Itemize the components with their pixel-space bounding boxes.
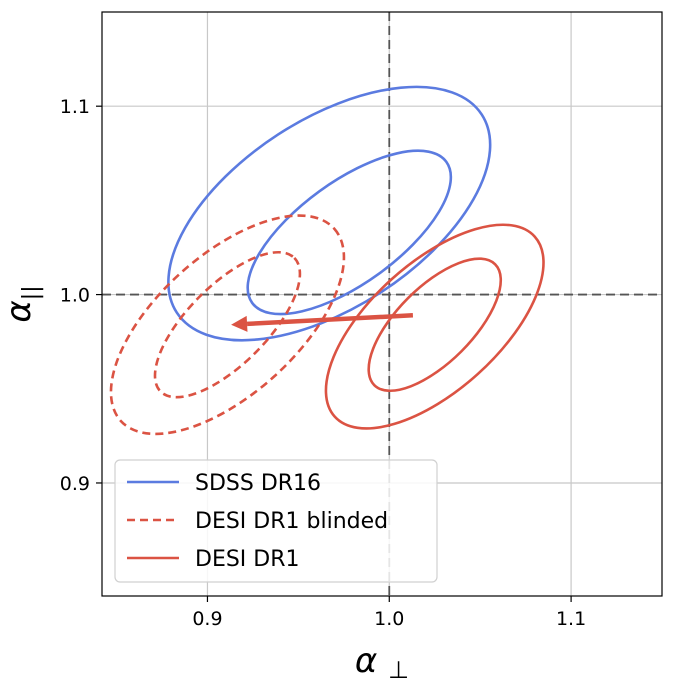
- contour-desi-dr1-inner: [367, 257, 503, 393]
- contour-desi-dr1-outer: [324, 223, 545, 430]
- y-tick-label: 1.1: [60, 96, 90, 118]
- reference-lines: [102, 12, 662, 596]
- shift-arrow-group: [231, 313, 414, 332]
- contour-sdss-dr16-inner: [246, 149, 453, 316]
- y-axis-label: α||: [0, 285, 44, 322]
- contour-desi-dr1-blinded-outer: [109, 214, 346, 436]
- legend-label-sdss-dr16: SDSS DR16: [195, 471, 321, 496]
- contour-desi-dr1-blinded-inner: [153, 250, 302, 399]
- legend: SDSS DR16 DESI DR1 blinded DESI DR1: [114, 459, 438, 583]
- y-axis-label-subscript: ||: [19, 285, 44, 300]
- shift-arrow-head: [231, 315, 248, 332]
- x-tick-label: 0.9: [192, 608, 222, 630]
- x-axis-label: α ⊥: [355, 641, 409, 684]
- y-axis-label-main: α: [0, 300, 39, 322]
- legend-label-desi-dr1-blinded: DESI DR1 blinded: [195, 509, 388, 534]
- shift-arrow-shaft: [246, 313, 414, 327]
- x-axis-label-subscript: ⊥: [388, 656, 409, 684]
- legend-label-desi-dr1: DESI DR1: [195, 547, 300, 572]
- ticks: 0.9 1.0 1.1 0.9 1.0 1.1: [60, 96, 586, 630]
- x-tick-label: 1.1: [556, 608, 586, 630]
- plot-frame: [101, 11, 663, 597]
- x-tick-label: 1.0: [374, 608, 404, 630]
- contour-sdss-dr16-outer: [167, 85, 492, 342]
- axis-labels: α ⊥α||: [0, 285, 409, 684]
- y-tick-label: 0.9: [60, 473, 90, 495]
- contours: [109, 85, 545, 436]
- legend-box: [114, 459, 438, 583]
- x-axis-label-main: α: [355, 641, 388, 681]
- y-tick-label: 1.0: [60, 285, 90, 307]
